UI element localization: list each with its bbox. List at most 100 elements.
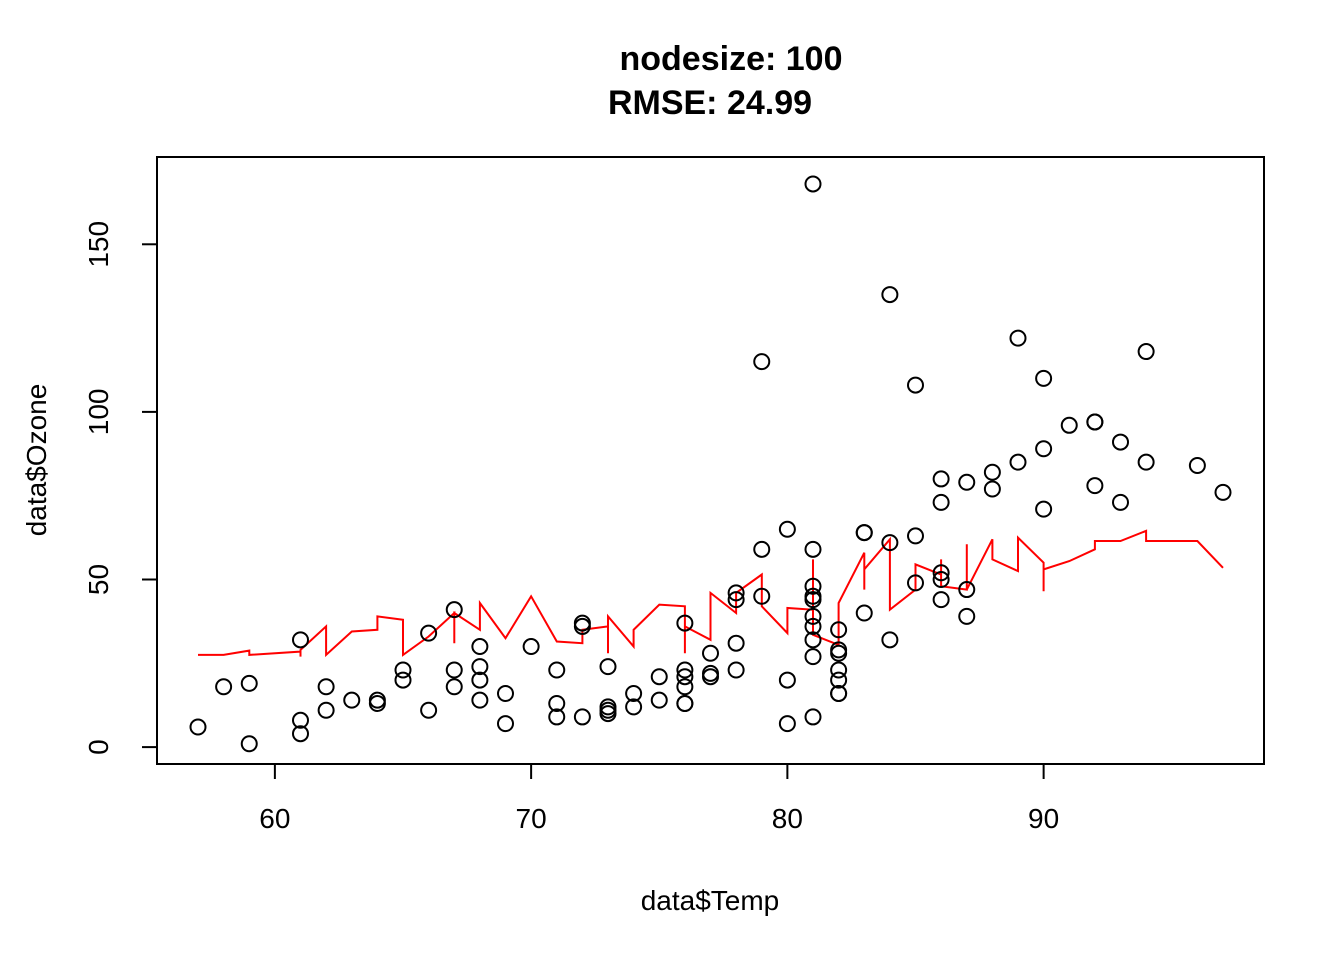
data-point [1214, 483, 1232, 501]
data-point [292, 725, 309, 743]
data-point [778, 671, 796, 689]
data-point [804, 631, 822, 649]
data-point [445, 678, 463, 696]
data-point [702, 664, 719, 682]
data-point [804, 577, 822, 595]
data-point [1009, 329, 1027, 347]
data-point [599, 701, 617, 719]
data-point [727, 661, 745, 679]
data-point [804, 591, 822, 609]
data-point [497, 715, 514, 733]
data-point [1112, 493, 1129, 511]
x-tick-label: 70 [516, 803, 547, 834]
data-point [804, 617, 822, 635]
data-point [932, 493, 950, 511]
data-point [1112, 433, 1129, 451]
prediction-line [198, 529, 1224, 658]
chart-title-line2: RMSE: 24.99 [608, 84, 812, 122]
data-point [804, 540, 822, 558]
data-point [932, 470, 950, 488]
data-point [573, 708, 591, 726]
y-axis: 0 50 100 150 [83, 221, 158, 755]
data-point [1086, 413, 1104, 431]
data-point [804, 175, 822, 193]
data-point [1035, 500, 1053, 518]
data-point [932, 564, 950, 582]
data-point [1086, 477, 1104, 495]
data-point [471, 671, 489, 689]
data-point [471, 638, 489, 656]
data-point [292, 711, 309, 729]
data-point [830, 671, 848, 689]
x-tick-label: 60 [259, 803, 290, 834]
data-point [548, 695, 566, 713]
data-point [548, 708, 566, 726]
data-point [445, 661, 463, 679]
data-point [292, 631, 309, 649]
data-point [958, 473, 976, 491]
y-tick-label: 50 [83, 564, 114, 595]
x-tick-label: 90 [1028, 803, 1059, 834]
data-point [983, 480, 1001, 498]
data-point [907, 574, 924, 592]
data-point [778, 520, 796, 538]
data-point [778, 715, 796, 733]
data-point [727, 584, 745, 602]
data-point [1137, 343, 1155, 361]
y-tick-label: 150 [83, 221, 114, 268]
x-axis-label: data$Temp [641, 885, 780, 916]
data-point [830, 644, 848, 662]
data-point [804, 648, 822, 666]
data-point [907, 527, 924, 545]
y-tick-label: 0 [83, 739, 114, 755]
prediction-layer [198, 529, 1224, 658]
data-point [1060, 416, 1078, 434]
data-point [650, 668, 668, 686]
data-point [240, 674, 258, 692]
data-point [753, 353, 771, 371]
data-point [368, 695, 386, 713]
data-point [830, 621, 848, 639]
data-point [625, 684, 643, 702]
data-point [676, 668, 694, 686]
data-point [907, 376, 924, 394]
data-point [676, 614, 694, 632]
y-tick-label: 100 [83, 389, 114, 436]
data-point [573, 614, 591, 632]
data-point [599, 658, 617, 676]
data-point [676, 678, 694, 696]
data-point [445, 601, 463, 619]
data-point [702, 668, 719, 686]
data-point [958, 607, 976, 625]
data-point [932, 591, 950, 609]
data-point [1137, 453, 1155, 471]
data-point [317, 701, 335, 719]
data-point [881, 534, 899, 552]
data-point [573, 617, 591, 635]
data-point [881, 631, 899, 649]
data-point [727, 591, 745, 609]
data-point [830, 684, 848, 702]
data-point [189, 718, 207, 736]
data-point [497, 684, 514, 702]
data-point [420, 701, 438, 719]
chart-title-line1: nodesize: 100 [620, 40, 843, 78]
data-point [215, 678, 233, 696]
data-point [625, 698, 643, 716]
data-point [983, 463, 1001, 481]
x-axis: 60 70 80 90 [259, 763, 1059, 834]
data-point [676, 695, 694, 713]
data-point [471, 658, 489, 676]
y-axis-label: data$Ozone [21, 384, 52, 537]
data-point [830, 661, 848, 679]
data-point [727, 634, 745, 652]
data-point [932, 570, 950, 588]
data-point [855, 524, 873, 542]
data-point [1009, 453, 1027, 471]
data-point [753, 587, 771, 605]
plot-frame [156, 156, 1265, 765]
data-point [753, 540, 771, 558]
data-point [855, 604, 873, 622]
data-point [1035, 369, 1053, 387]
